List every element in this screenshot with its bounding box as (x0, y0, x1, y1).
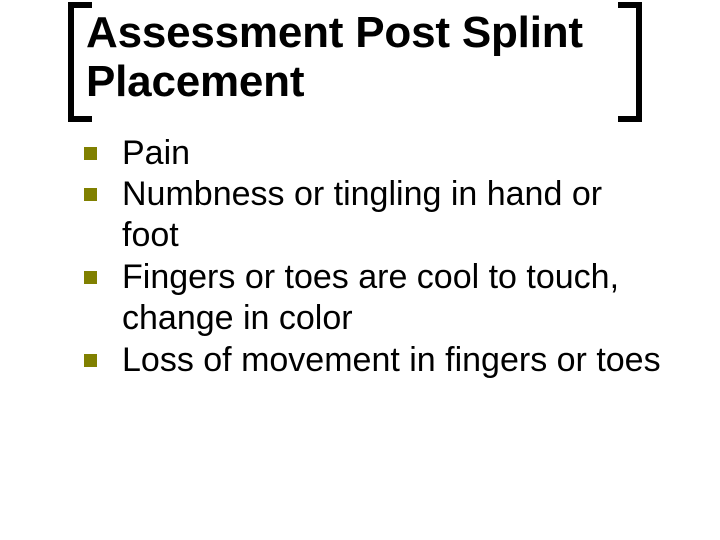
square-bullet-icon (84, 147, 97, 160)
square-bullet-icon (84, 271, 97, 284)
list-item: Loss of movement in fingers or toes (78, 340, 662, 381)
bullet-text: Numbness or tingling in hand or foot (122, 175, 602, 254)
bullet-text: Loss of movement in fingers or toes (122, 341, 661, 379)
square-bullet-icon (84, 188, 97, 201)
bullet-text: Fingers or toes are cool to touch, chang… (122, 258, 619, 337)
bullet-list: Pain Numbness or tingling in hand or foo… (78, 133, 662, 382)
bullet-text: Pain (122, 134, 190, 172)
list-item: Numbness or tingling in hand or foot (78, 174, 662, 257)
list-item: Pain (78, 133, 662, 174)
list-item: Fingers or toes are cool to touch, chang… (78, 257, 662, 340)
title-wrap: Assessment Post Splint Placement (78, 8, 662, 109)
square-bullet-icon (84, 354, 97, 367)
slide: Assessment Post Splint Placement Pain Nu… (0, 0, 720, 540)
slide-title: Assessment Post Splint Placement (86, 8, 662, 107)
